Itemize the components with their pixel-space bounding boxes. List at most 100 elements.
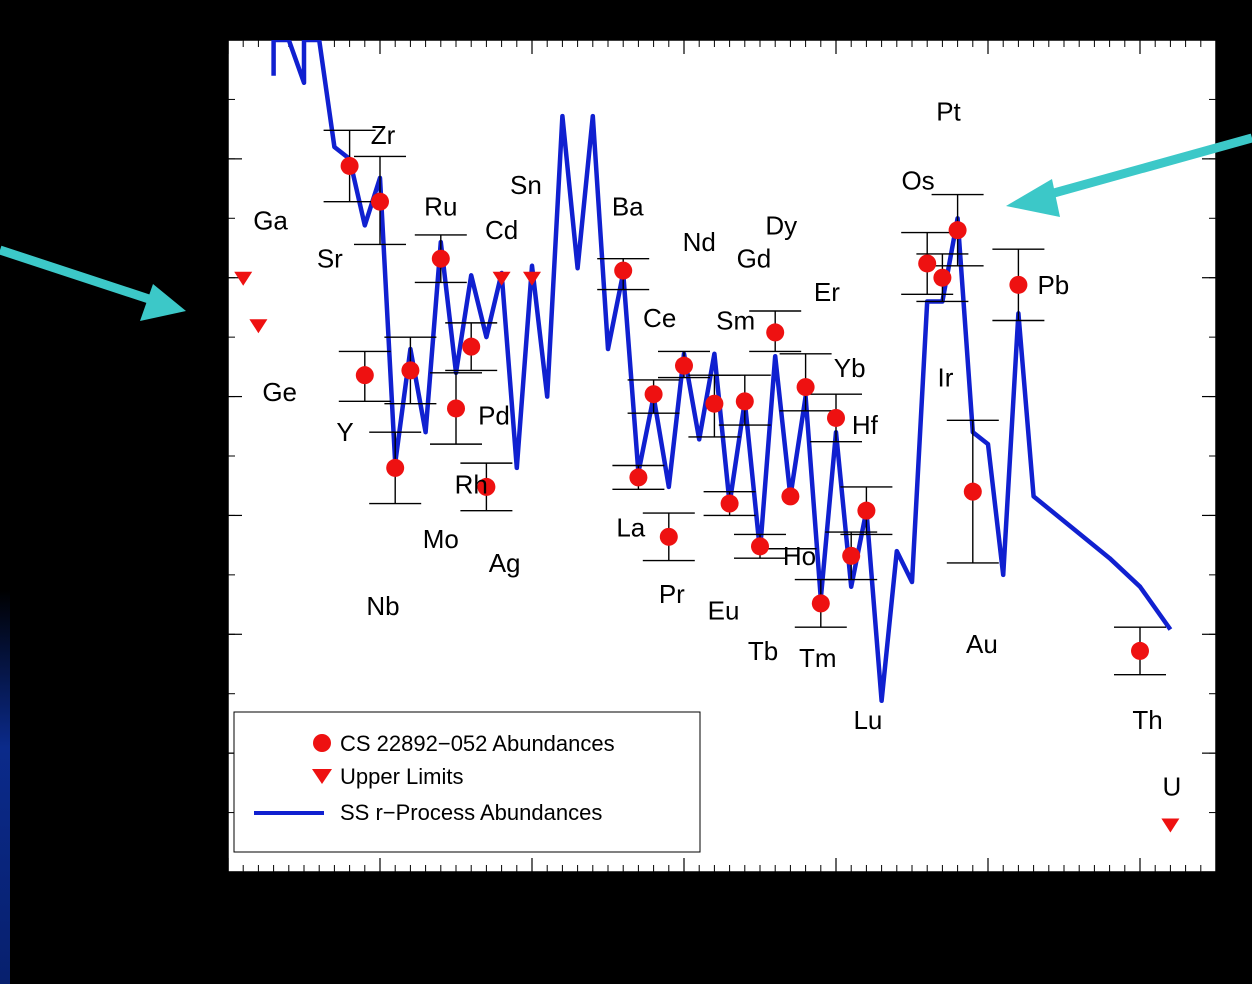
element-label: La [616, 512, 645, 542]
legend-box [233, 711, 701, 853]
abundance-point [614, 261, 633, 280]
element-label: Pt [936, 96, 961, 126]
x-tick-label: 90 [1127, 885, 1154, 912]
element-label: Mo [423, 524, 459, 554]
abundance-point [933, 268, 952, 287]
y-tick-label: −1.50 [151, 621, 212, 648]
legend-label-r-process: SS r−Process Abundances [340, 800, 602, 825]
abundance-point [401, 361, 420, 380]
x-tick-label: 80 [975, 885, 1002, 912]
x-tick-label: 30 [215, 885, 242, 912]
arrow-right-head [1006, 179, 1060, 217]
element-label: Ho [783, 541, 816, 571]
abundance-point [431, 249, 450, 268]
legend-label-upper-limits: Upper Limits [340, 764, 463, 789]
y-tick-label: 0.50 [165, 146, 212, 173]
abundance-point [827, 408, 845, 427]
arrow-left [0, 245, 186, 321]
legend: CS 22892−052 Abundances Upper Limits SS … [233, 711, 701, 853]
element-label: Cd [485, 215, 518, 245]
abundance-point [644, 385, 663, 404]
abundance-point [340, 156, 359, 175]
element-label: Zr [371, 120, 396, 150]
abundance-point [751, 537, 769, 556]
axis-ticks: 30 40 50 60 70 80 90 1.00 0.50 0.00 −0.50 −1.00 −1.5… [151, 27, 1217, 912]
abundance-point [842, 546, 861, 565]
element-label: Dy [765, 210, 797, 240]
element-label: Ir [937, 363, 953, 393]
arrow-right [1006, 133, 1252, 217]
abundance-point [477, 477, 496, 496]
abundance-point [796, 378, 815, 397]
y-tick-label: −2.00 [151, 740, 212, 767]
element-label: Ag [489, 548, 521, 578]
element-label: Au [966, 629, 998, 659]
error-bars [323, 129, 1166, 676]
abundance-point [1131, 641, 1149, 660]
element-label: Gd [737, 244, 772, 274]
abundance-point [918, 254, 937, 273]
x-tick-label: 70 [823, 885, 850, 912]
abundance-points [234, 156, 1180, 833]
abundance-point [948, 221, 967, 240]
abundance-point [705, 394, 724, 413]
abundance-point [963, 482, 982, 501]
abundance-point [857, 501, 876, 520]
y-tick-label: 0.00 [165, 265, 212, 292]
element-label: Eu [708, 596, 740, 626]
element-label: Pd [478, 401, 510, 431]
element-label: Lu [853, 705, 882, 735]
element-label: Ga [253, 206, 288, 236]
element-labels: Ga Ge Sr Zr Y Nb Mo Ru Rh Pd Ag Cd Sn Ba Ce La Pr Nd Eu Sm G… [253, 96, 1181, 801]
abundance-point [629, 468, 648, 487]
abundance-point [675, 356, 693, 375]
element-label: Sm [716, 306, 755, 336]
abundance-point [735, 392, 754, 411]
x-tick-label: 60 [671, 885, 698, 912]
upper-limit-point [523, 271, 541, 286]
element-label: Sr [317, 244, 343, 274]
upper-limit-point [249, 319, 268, 334]
element-label: Os [901, 165, 934, 195]
element-label: Pb [1037, 270, 1069, 300]
abundance-point [659, 527, 678, 546]
abundance-point [720, 494, 739, 513]
element-label: Y [336, 417, 353, 447]
element-label: Tb [748, 636, 778, 666]
element-label: Yb [834, 353, 866, 383]
slide-decoration [0, 590, 10, 984]
upper-limit-point [234, 271, 253, 286]
abundance-point [766, 323, 785, 342]
y-axis-title: log ε [47, 419, 88, 493]
y-tick-label: 1.00 [165, 27, 212, 54]
upper-limit-point [1161, 818, 1180, 833]
abundance-point [371, 192, 389, 211]
abundance-point [811, 594, 830, 613]
element-label: U [1163, 771, 1182, 801]
element-label: Er [814, 277, 840, 307]
abundance-point [447, 399, 465, 418]
element-label: Ce [643, 303, 676, 333]
element-label: Tm [799, 643, 837, 673]
element-label: Ba [612, 191, 644, 221]
abundance-point [462, 337, 481, 356]
element-label: Ge [262, 377, 297, 407]
abundance-point [355, 366, 374, 385]
y-tick-label: −0.50 [151, 384, 212, 411]
element-label: Th [1132, 705, 1162, 735]
element-label: Sn [510, 170, 542, 200]
legend-marker-abundances [313, 734, 331, 752]
element-label: Hf [852, 410, 879, 440]
arrow-left-shaft [0, 245, 160, 307]
legend-label-abundances: CS 22892−052 Abundances [340, 731, 615, 756]
element-label: Pr [659, 579, 685, 609]
abundance-point [1009, 275, 1028, 294]
y-tick-label: −1.00 [151, 502, 212, 529]
upper-limit-point [492, 271, 511, 286]
legend-marker-upper-limits [312, 769, 332, 784]
arrow-right-shaft [1034, 133, 1252, 203]
element-label: Ru [424, 191, 457, 221]
x-tick-label: 40 [367, 885, 394, 912]
abundance-point [386, 458, 405, 477]
